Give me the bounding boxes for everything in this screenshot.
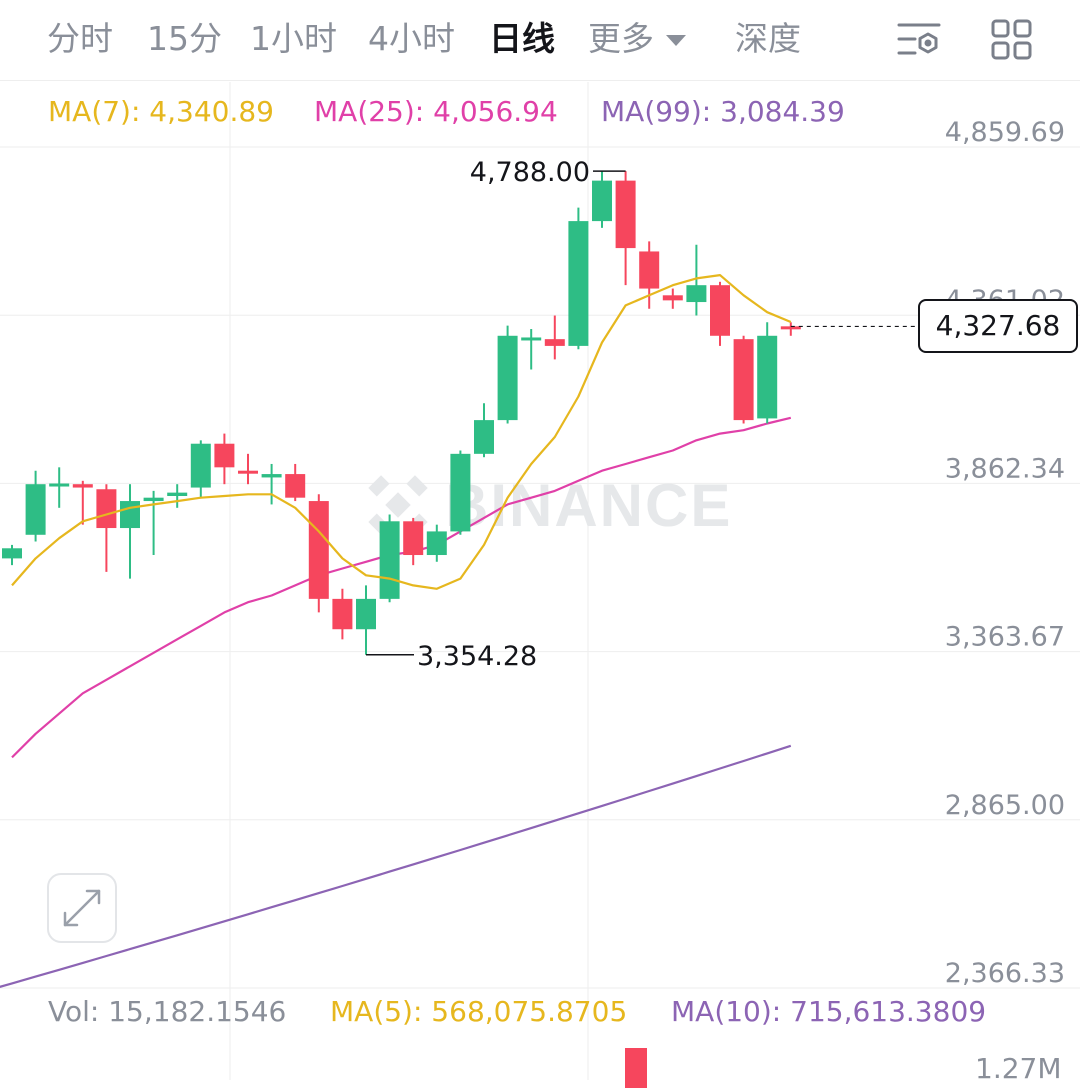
y-tick-label: 3,363.67 <box>945 622 1065 653</box>
candle-down <box>544 339 565 346</box>
candle-up <box>474 420 494 454</box>
tab-4hour[interactable]: 4小时 <box>368 19 455 58</box>
candle-down <box>403 521 424 556</box>
candle-up <box>49 483 70 487</box>
candle-up <box>120 501 140 529</box>
candle-up <box>592 180 612 222</box>
timeframe-tab-bar: 分时 15分 1小时 4小时 日线 更多 深度 <box>0 0 1080 81</box>
candle-down <box>96 489 117 529</box>
candle-down <box>72 484 93 488</box>
grid-layout-icon[interactable] <box>988 16 1036 64</box>
volume-ma5-legend: MA(5): 568,075.8705 <box>330 995 628 1028</box>
ma7-line <box>11 274 792 590</box>
candle-down <box>639 251 660 289</box>
candle-up <box>757 335 778 419</box>
candle-up <box>143 497 164 502</box>
high-price-label: 4,788.00 <box>470 157 590 188</box>
y-tick-label: 2,366.33 <box>945 958 1065 989</box>
volume-axis-label: 1.27M <box>975 1052 1062 1085</box>
candle-up <box>497 335 518 421</box>
candle-down <box>332 598 353 630</box>
candle-up <box>426 531 447 556</box>
candle-down <box>710 285 730 336</box>
candle-up <box>356 598 376 630</box>
tab-1hour[interactable]: 1小时 <box>250 19 337 58</box>
volume-bar <box>625 1048 647 1088</box>
candle-up <box>190 443 211 488</box>
low-price-label: 3,354.28 <box>417 641 537 672</box>
tab-time-sharing[interactable]: 分时 <box>47 19 113 58</box>
candle-down <box>238 470 258 474</box>
volume-legend: Vol: 15,182.1546 <box>48 995 287 1028</box>
candle-up <box>379 521 400 599</box>
candle-down <box>615 180 636 249</box>
expand-icon <box>63 889 101 927</box>
tab-more-label: 更多 <box>588 19 654 58</box>
candle-down <box>733 339 754 421</box>
candle-up <box>568 221 589 346</box>
ma99-legend: MA(99): 3,084.39 <box>601 95 845 128</box>
candle-up <box>261 474 282 478</box>
ma25-legend: MA(25): 4,056.94 <box>314 95 558 128</box>
candle-down <box>285 474 306 498</box>
candle-up <box>25 484 46 535</box>
candle-up <box>521 337 542 341</box>
ma7-legend: MA(7): 4,340.89 <box>48 95 274 128</box>
tab-more-dropdown[interactable]: 更多 <box>588 12 686 66</box>
candle-down <box>308 501 329 599</box>
tab-15min[interactable]: 15分 <box>147 19 222 58</box>
volume-ma10-legend: MA(10): 715,613.3809 <box>671 995 987 1028</box>
candle-up <box>2 548 22 559</box>
candle-down <box>214 443 235 468</box>
y-tick-label: 2,865.00 <box>945 790 1065 821</box>
fullscreen-button[interactable] <box>47 873 117 943</box>
candle-up <box>686 285 707 303</box>
tab-daily[interactable]: 日线 <box>489 19 555 58</box>
ma25-line <box>11 416 792 759</box>
ma99-line <box>0 744 792 988</box>
y-tick-label: 3,862.34 <box>945 453 1065 484</box>
chevron-down-icon <box>666 35 686 46</box>
indicator-settings-icon[interactable] <box>895 16 943 64</box>
candle-up <box>450 453 471 532</box>
y-tick-label: 4,859.69 <box>945 117 1065 148</box>
candle-up <box>167 492 188 496</box>
candle-down <box>662 295 683 301</box>
svg-text:BINANCE: BINANCE <box>445 472 732 539</box>
current-price-tag: 4,327.68 <box>918 299 1078 354</box>
candle-down <box>780 326 801 330</box>
tab-depth[interactable]: 深度 <box>735 19 801 58</box>
